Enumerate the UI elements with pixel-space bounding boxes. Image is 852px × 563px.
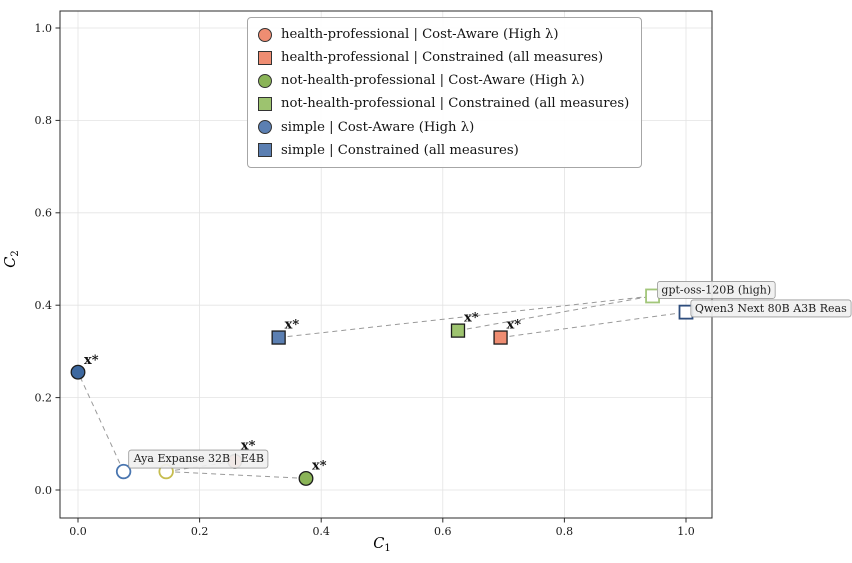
y-tick-label: 1.0 — [35, 22, 53, 35]
x-tick-label: 0.8 — [556, 525, 574, 538]
y-axis-label: C2 — [3, 250, 21, 267]
annotation-box — [690, 299, 852, 318]
optimal-point-label: x* — [312, 458, 327, 473]
connector-line — [500, 311, 687, 339]
optimal-point-label: x* — [464, 311, 479, 326]
legend-label: simple | Cost-Aware (High λ) — [281, 119, 475, 135]
connector-line — [457, 295, 653, 332]
x-tick-label: 1.0 — [677, 525, 695, 538]
data-point-optimal-marker — [298, 471, 314, 486]
legend-item: health-professional | Cost-Aware (High λ… — [258, 25, 629, 44]
annotation-box — [657, 281, 776, 299]
legend-item: simple | Constrained (all measures) — [258, 141, 629, 160]
x-tick-label: 0.4 — [312, 525, 330, 538]
data-point-optimal-marker — [493, 330, 508, 345]
annotation-label: Qwen3 Next 80B A3B Reas — [695, 302, 847, 315]
annotation-box — [128, 449, 269, 469]
legend-circle-marker-icon — [258, 120, 272, 135]
axes-spines — [59, 10, 713, 519]
data-point-optimal-marker — [70, 364, 86, 380]
legend-item: health-professional | Constrained (all m… — [258, 48, 629, 67]
y-tick-label: 0.4 — [35, 299, 53, 312]
legend-label: health-professional | Cost-Aware (High λ… — [281, 27, 559, 42]
legend-circle-marker-icon — [258, 27, 272, 42]
x-tick-label: 0.0 — [69, 525, 87, 538]
data-point-optimal-marker — [450, 323, 466, 338]
legend-label: simple | Constrained (all measures) — [281, 142, 519, 158]
data-point-optimal-marker — [271, 330, 286, 345]
optimal-point-label: x* — [241, 438, 256, 453]
x-tick-label: 0.6 — [434, 525, 452, 538]
y-tick-label: 0.0 — [35, 484, 53, 497]
y-tick-label: 0.2 — [35, 391, 53, 404]
legend-square-marker-icon — [258, 96, 272, 111]
annotation-label: gpt-oss-120B (high) — [661, 283, 771, 296]
annotation: Qwen3 Next 80B A3B Reas — [690, 299, 852, 318]
x-axis-label: C1 — [373, 536, 390, 554]
legend-label: not-health-professional | Cost-Aware (Hi… — [281, 73, 585, 89]
legend-item: not-health-professional | Cost-Aware (Hi… — [258, 71, 629, 90]
annotation: gpt-oss-120B (high) — [657, 281, 776, 299]
connector-line — [77, 371, 125, 472]
annotation: Aya Expanse 32B | E4B — [128, 449, 269, 469]
legend-circle-marker-icon — [258, 73, 272, 88]
legend-item: simple | Cost-Aware (High λ) — [258, 118, 629, 137]
annotation-label: Aya Expanse 32B | E4B — [133, 452, 264, 466]
optimal-point-label: x* — [507, 318, 522, 333]
data-point-model-marker — [115, 463, 132, 480]
legend-label: not-health-professional | Constrained (a… — [281, 96, 630, 112]
legend: health-professional | Cost-Aware (High λ… — [247, 17, 643, 168]
y-tick-label: 0.6 — [35, 207, 53, 220]
optimal-point-label: x* — [285, 318, 300, 333]
legend-item: not-health-professional | Constrained (a… — [258, 94, 629, 113]
y-tick-label: 0.8 — [35, 114, 53, 127]
legend-label: health-professional | Constrained (all m… — [281, 50, 604, 66]
connector-line — [166, 471, 307, 479]
legend-square-marker-icon — [258, 50, 272, 65]
optimal-point-label: x* — [84, 353, 99, 368]
x-tick-label: 0.2 — [191, 525, 209, 538]
legend-square-marker-icon — [258, 143, 272, 158]
